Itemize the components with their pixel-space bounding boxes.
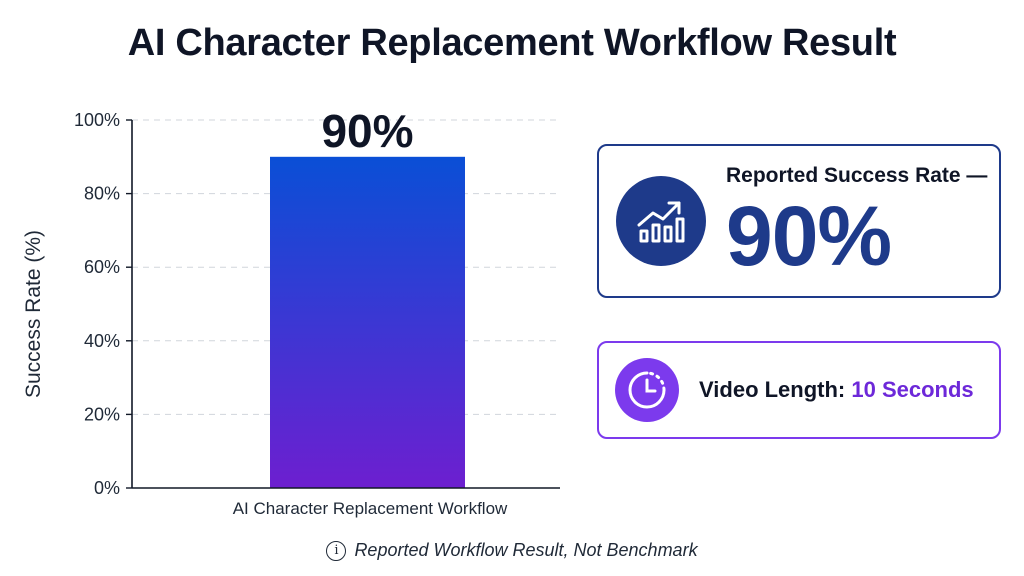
bar-chart: 0% 20% 40% 60% 80% 100% 90% AI Character Repl…: [22, 105, 560, 518]
y-tick-label: 0%: [94, 478, 120, 498]
clock-icon: [615, 358, 679, 422]
y-tick-label: 100%: [74, 110, 120, 130]
video-length-value: 10 Seconds: [851, 377, 974, 402]
success-rate-value: 90%: [726, 189, 892, 283]
success-rate-label: Reported Success Rate —: [726, 164, 988, 187]
bar-value-label: 90%: [321, 105, 413, 157]
success-rate-card: Reported Success Rate — 90%: [597, 144, 1001, 298]
info-icon: i: [326, 540, 347, 561]
footnote: i Reported Workflow Result, Not Benchmar…: [0, 540, 1024, 561]
video-length-card: Video Length: 10 Seconds: [597, 341, 1001, 439]
y-tick-label: 80%: [84, 184, 120, 204]
chart-title: AI Character Replacement Workflow Result: [127, 22, 897, 64]
video-length-label: Video Length:: [699, 377, 846, 402]
category-label: AI Character Replacement Workflow: [233, 499, 508, 518]
footnote-text: Reported Workflow Result, Not Benchmark: [354, 540, 698, 560]
y-tick-label: 40%: [84, 331, 120, 351]
y-tick-label: 60%: [84, 257, 120, 277]
y-axis-title: Success Rate (%): [22, 230, 45, 398]
growth-chart-icon: [616, 176, 706, 266]
bar-ai-character-replacement-workflow: [270, 156, 465, 489]
y-tick-label: 20%: [84, 404, 120, 424]
